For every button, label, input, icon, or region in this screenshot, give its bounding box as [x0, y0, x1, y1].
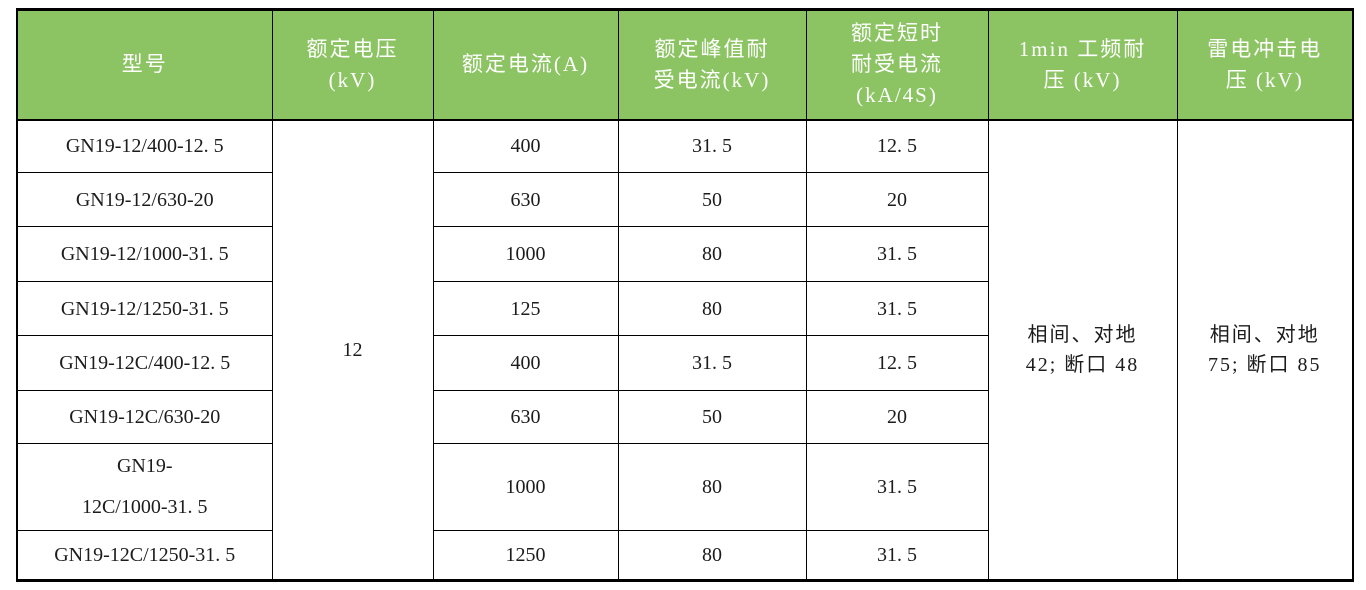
peak-withstand-cell: 80	[617, 226, 807, 282]
model-cell: GN19-12/1000-31. 5	[16, 226, 273, 282]
table-row: GN19-12C/630-20 630 50 20	[16, 390, 1353, 444]
rated-current-cell: 125	[432, 281, 619, 336]
table-row: GN19-12C/1250-31. 5 1250 80 31. 5	[16, 530, 1353, 581]
model-cell: GN19-12/1250-31. 5	[16, 281, 273, 336]
col-header-power-freq-voltage: 1min 工频耐 压 (kV)	[987, 9, 1178, 121]
rated-current-cell: 400	[432, 335, 619, 391]
rated-current-cell: 630	[432, 390, 619, 444]
table-row: GN19-12/1000-31. 5 1000 80 31. 5	[16, 226, 1353, 282]
short-time-withstand-cell: 31. 5	[805, 530, 989, 581]
peak-withstand-cell: 50	[617, 172, 807, 227]
table-row: GN19-12/630-20 630 50 20	[16, 172, 1353, 227]
model-cell: GN19-12C/400-12. 5	[16, 335, 273, 391]
short-time-withstand-cell: 31. 5	[805, 226, 989, 282]
table-row: GN19-12C/400-12. 5 400 31. 5 12. 5	[16, 335, 1353, 391]
rated-current-cell: 1000	[432, 443, 619, 531]
lightning-impulse-merged-cell: 相间、对地 75; 断口 85	[1176, 119, 1354, 581]
model-cell: GN19- 12C/1000-31. 5	[16, 443, 273, 531]
table-row: GN19-12/1250-31. 5 125 80 31. 5	[16, 281, 1353, 336]
short-time-withstand-cell: 20	[805, 172, 989, 227]
model-cell: GN19-12/400-12. 5	[16, 119, 273, 173]
peak-withstand-cell: 50	[617, 390, 807, 444]
rated-voltage-merged-cell: 12	[271, 119, 434, 581]
model-cell: GN19-12C/630-20	[16, 390, 273, 444]
col-header-rated-current: 额定电流(A)	[432, 9, 619, 121]
rated-current-cell: 1250	[432, 530, 619, 581]
header-row: 型号 额定电压 (kV) 额定电流(A) 额定峰值耐 受电流(kV) 额定短时 …	[16, 9, 1354, 121]
rated-current-cell: 630	[432, 172, 619, 227]
short-time-withstand-cell: 20	[805, 390, 989, 444]
short-time-withstand-cell: 12. 5	[805, 119, 989, 173]
power-frequency-merged-cell: 相间、对地 42; 断口 48	[987, 119, 1178, 581]
col-header-lightning-impulse: 雷电冲击电 压 (kV)	[1176, 9, 1354, 121]
col-header-short-time-withstand: 额定短时 耐受电流 (kA/4S)	[805, 9, 989, 121]
rated-current-cell: 1000	[432, 226, 619, 282]
short-time-withstand-cell: 12. 5	[805, 335, 989, 391]
col-header-rated-voltage: 额定电压 (kV)	[271, 9, 434, 121]
peak-withstand-cell: 31. 5	[617, 119, 807, 173]
short-time-withstand-cell: 31. 5	[805, 443, 989, 531]
model-cell: GN19-12/630-20	[16, 172, 273, 227]
rated-current-cell: 400	[432, 119, 619, 173]
col-header-peak-withstand: 额定峰值耐 受电流(kV)	[617, 9, 807, 121]
short-time-withstand-cell: 31. 5	[805, 281, 989, 336]
col-header-model: 型号	[16, 9, 273, 121]
model-cell: GN19-12C/1250-31. 5	[16, 530, 273, 581]
peak-withstand-cell: 80	[617, 530, 807, 581]
spec-table: 型号 额定电压 (kV) 额定电流(A) 额定峰值耐 受电流(kV) 额定短时 …	[16, 8, 1354, 582]
table-row: GN19-12/400-12. 5 12 400 31. 5 12. 5 相间、对地 42…	[16, 119, 1354, 581]
peak-withstand-cell: 80	[617, 281, 807, 336]
peak-withstand-cell: 31. 5	[617, 335, 807, 391]
peak-withstand-cell: 80	[617, 443, 807, 531]
